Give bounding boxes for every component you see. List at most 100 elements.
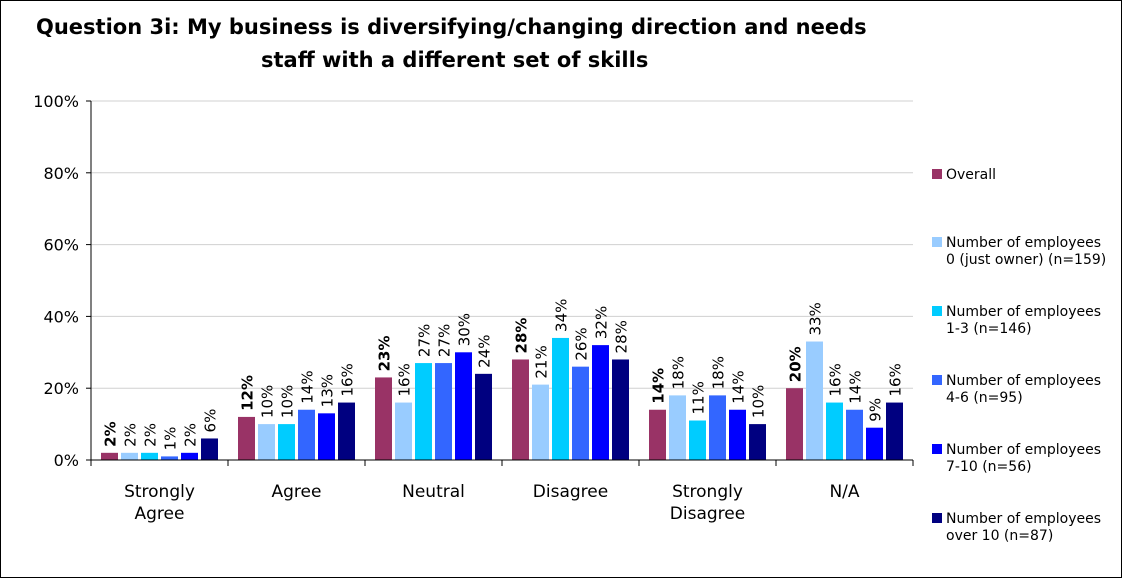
- legend-label: Number of employees over 10 (n=87): [946, 511, 1101, 544]
- bar: [318, 413, 335, 460]
- legend-label: Number of employees 4-6 (n=95): [946, 373, 1101, 406]
- data-label: 26%: [573, 327, 591, 360]
- legend-swatch: [932, 169, 942, 179]
- bar: [101, 452, 118, 460]
- legend-swatch: [932, 306, 942, 316]
- x-category-label: Disagree: [533, 482, 608, 502]
- data-label: 23%: [376, 336, 394, 372]
- bar: [141, 452, 158, 460]
- legend: Overall Number of employees 0 (just owner)…: [932, 167, 1106, 544]
- data-label: 13%: [319, 374, 337, 407]
- data-label: 16%: [396, 363, 414, 396]
- data-label: 27%: [416, 324, 434, 357]
- y-tick-label: 40%: [43, 307, 79, 326]
- bar: [612, 359, 629, 460]
- bar: [181, 452, 198, 460]
- x-category-label: Strongly Disagree: [670, 482, 745, 524]
- data-label: 16%: [887, 363, 905, 396]
- data-label: 1%: [162, 427, 180, 451]
- data-label: 28%: [613, 320, 631, 353]
- x-category-label: Strongly Agree: [124, 482, 195, 524]
- data-label: 10%: [279, 385, 297, 418]
- x-axis: Strongly Agree Agree Neutral Disagree Strongl…: [90, 459, 914, 524]
- y-tick-label: 80%: [43, 164, 79, 183]
- y-axis: 0% 20% 40% 60% 80% 100%: [33, 92, 92, 470]
- bar: [512, 359, 529, 460]
- bar: [669, 395, 686, 460]
- x-category-label: Neutral: [402, 482, 465, 502]
- legend-label: Number of employees 7-10 (n=56): [946, 442, 1101, 475]
- bar: [415, 363, 432, 460]
- bar: [826, 402, 843, 460]
- gridlines: [91, 100, 913, 389]
- bar: [786, 388, 803, 460]
- bar: [649, 409, 666, 460]
- bar: [375, 377, 392, 460]
- data-label: 16%: [827, 363, 845, 396]
- legend-label: Number of employees 1-3 (n=146): [946, 304, 1101, 337]
- data-label: 10%: [259, 385, 277, 418]
- bar: [475, 373, 492, 460]
- bar: [552, 337, 569, 460]
- bar: [201, 438, 218, 460]
- data-label: 9%: [867, 398, 885, 422]
- data-label: 2%: [102, 421, 120, 446]
- bar: [846, 409, 863, 460]
- data-label: 30%: [456, 313, 474, 346]
- bars: 2% 2% 2% 1% 2%6%12% 10% 10% 14% 13% 16%23%16%27% 2…: [101, 299, 905, 460]
- bar: [709, 395, 726, 460]
- data-label: 18%: [710, 356, 728, 389]
- data-label: 32%: [593, 306, 611, 339]
- data-label: 14%: [299, 370, 317, 403]
- bar: [592, 345, 609, 460]
- bar: [298, 409, 315, 460]
- bar: [338, 402, 355, 460]
- data-label: 6%: [202, 409, 220, 433]
- bar: [121, 452, 138, 460]
- data-label: 18%: [670, 356, 688, 389]
- bar: [532, 384, 549, 460]
- data-label: 11%: [690, 381, 708, 414]
- data-label: 34%: [553, 299, 571, 332]
- legend-swatch: [932, 513, 942, 523]
- bar: [866, 427, 883, 460]
- bar: [435, 363, 452, 460]
- bar: [278, 424, 295, 460]
- data-label: 14%: [650, 368, 668, 404]
- y-tick-label: 100%: [33, 92, 79, 111]
- data-label: 12%: [239, 375, 257, 411]
- bar: [395, 402, 412, 460]
- bar: [689, 420, 706, 460]
- legend-label: Number of employees 0 (just owner) (n=159…: [946, 235, 1106, 268]
- data-label: 14%: [847, 370, 865, 403]
- bar: [806, 341, 823, 460]
- bar: [886, 402, 903, 460]
- data-label: 21%: [533, 345, 551, 378]
- data-label: 10%: [750, 385, 768, 418]
- chart-title-line-1: Question 3i: My business is diversifying…: [36, 15, 867, 39]
- bar: [238, 416, 255, 460]
- legend-swatch: [932, 444, 942, 454]
- data-label: 24%: [476, 334, 494, 367]
- data-label: 14%: [730, 370, 748, 403]
- bar: [161, 456, 178, 460]
- data-label: 27%: [436, 324, 454, 357]
- y-tick-label: 60%: [43, 236, 79, 255]
- chart-title-line-2: staff with a different set of skills: [261, 48, 648, 72]
- y-tick-label: 20%: [43, 379, 79, 398]
- data-label: 16%: [339, 363, 357, 396]
- x-category-label: N/A: [829, 482, 859, 502]
- data-label: 33%: [807, 302, 825, 335]
- data-label: 2%: [142, 423, 160, 447]
- bar: [258, 424, 275, 460]
- data-label: 2%: [182, 423, 200, 447]
- x-category-label: Agree: [272, 482, 322, 502]
- data-label: 2%: [122, 423, 140, 447]
- bar: [455, 352, 472, 460]
- legend-label: Overall: [946, 167, 996, 183]
- data-label: 28%: [513, 318, 531, 354]
- legend-swatch: [932, 375, 942, 385]
- legend-swatch: [932, 237, 942, 247]
